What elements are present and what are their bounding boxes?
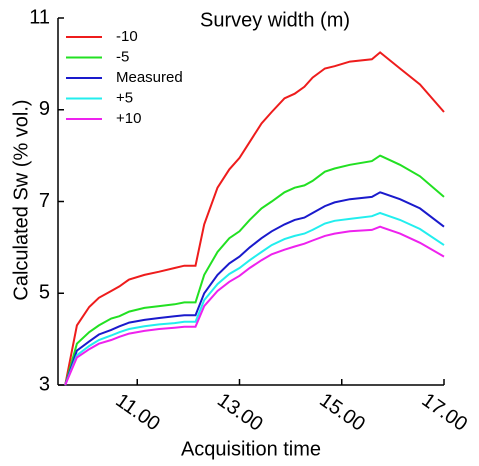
y-tick-label: 3 xyxy=(39,373,50,395)
x-axis-label: Acquisition time xyxy=(181,438,321,460)
series-line xyxy=(64,211,445,386)
series-line xyxy=(64,191,445,386)
y-tick-label: 7 xyxy=(39,190,50,212)
x-tick-label: 17.00 xyxy=(418,389,472,436)
series-line xyxy=(64,225,445,386)
legend-label: +10 xyxy=(116,110,141,127)
x-tick-label: 11.00 xyxy=(111,389,163,435)
y-tick-label: 11 xyxy=(29,6,50,28)
x-tick-label: 15.00 xyxy=(315,389,369,436)
series-line xyxy=(64,51,445,386)
legend-label: +5 xyxy=(116,89,133,106)
y-tick-label: 9 xyxy=(39,98,50,120)
legend-label: -5 xyxy=(116,48,129,65)
series-line xyxy=(64,154,445,386)
y-tick-label: 5 xyxy=(39,282,50,304)
legend-label: Measured xyxy=(116,69,183,86)
legend-title: Survey width (m) xyxy=(200,9,350,31)
y-axis-label: Calculated Sw (% vol.) xyxy=(10,99,32,300)
legend-label: -10 xyxy=(116,28,138,45)
x-tick-label: 13.00 xyxy=(213,389,267,436)
